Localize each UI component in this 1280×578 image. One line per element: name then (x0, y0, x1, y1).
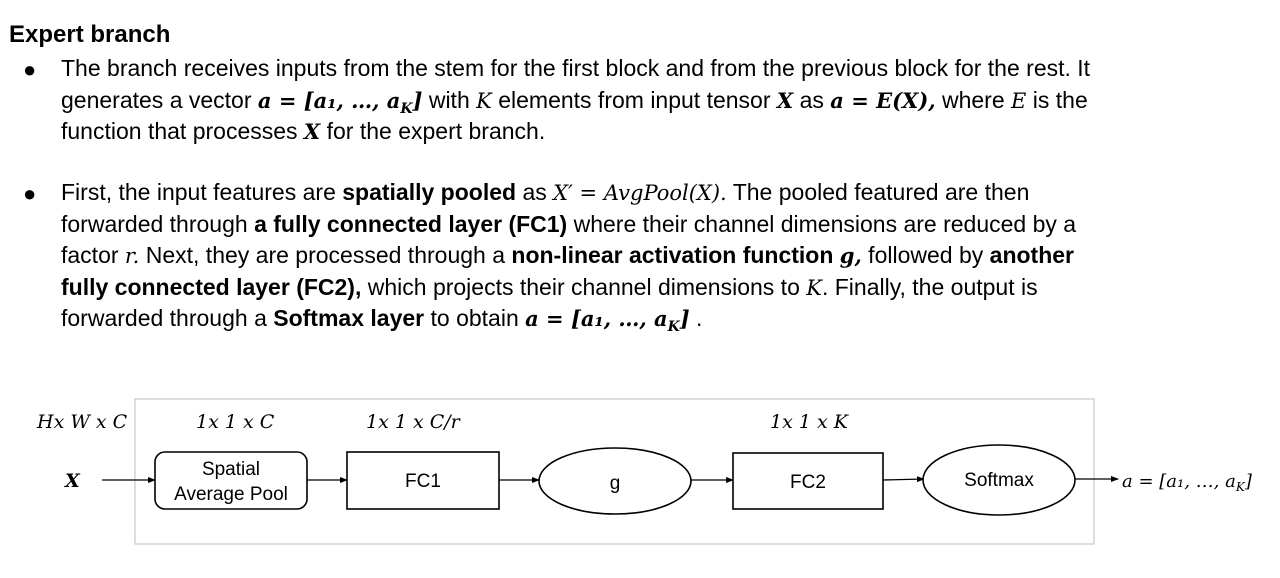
bullet-1-line-3: function that processes X for the expert… (61, 118, 546, 144)
dim-label-pool: 1x 1 x C (196, 411, 275, 433)
output-label: a = [a₁, …, aK] (1122, 471, 1253, 494)
bullet-2-line-2: forwarded through a fully connected laye… (61, 210, 1077, 237)
vector-a-formula: a = [a₁, …, aK] (257, 87, 423, 117)
pool-node-label-line-2: Average Pool (174, 484, 288, 505)
activation-g-node (538, 447, 692, 515)
input-x-label: X (64, 470, 81, 492)
bullet-marker: ● (23, 181, 37, 206)
bullet-2-line-5: forwarded through a Softmax layer to obt… (61, 305, 703, 336)
fc1-node (346, 451, 500, 510)
dim-label-fc1: 1x 1 x C/r (366, 411, 462, 433)
g-node-label: g (610, 473, 621, 494)
expert-function-formula: a = E(X), (830, 87, 936, 113)
output-vector-formula: a = [a₁, …, aK] (525, 306, 690, 336)
section-heading: Expert branch (9, 21, 171, 48)
avgpool-formula: X′ = AvgPool(X). (553, 181, 727, 205)
softmax-node-label: Softmax (964, 470, 1034, 491)
bullet-2-line-1: First, the input features are spatially … (61, 179, 1030, 205)
fc2-node-label: FC2 (790, 472, 826, 493)
fc2-node (732, 452, 884, 510)
pool-node-label-line-1: Spatial (202, 459, 260, 480)
bullet-2-line-3: factor r. Next, they are processed throu… (61, 242, 1074, 268)
spatial-average-pool-node (154, 451, 308, 510)
bullet-1-line-1: The branch receives inputs from the stem… (61, 55, 1091, 81)
softmax-node (922, 444, 1076, 516)
bullet-1-line-2: generates a vector a = [a₁, …, aK] with … (61, 86, 1088, 117)
fc1-node-label: FC1 (405, 471, 441, 492)
arrow-fc2-softmax (882, 476, 925, 483)
diagram-frame (134, 398, 1095, 545)
dim-label-fc2: 1x 1 x K (770, 411, 850, 433)
dim-label-input: Hx W x C (36, 411, 128, 433)
bullet-marker: ● (23, 57, 37, 82)
bullet-2-line-4: fully connected layer (FC2), which proje… (61, 273, 1038, 300)
